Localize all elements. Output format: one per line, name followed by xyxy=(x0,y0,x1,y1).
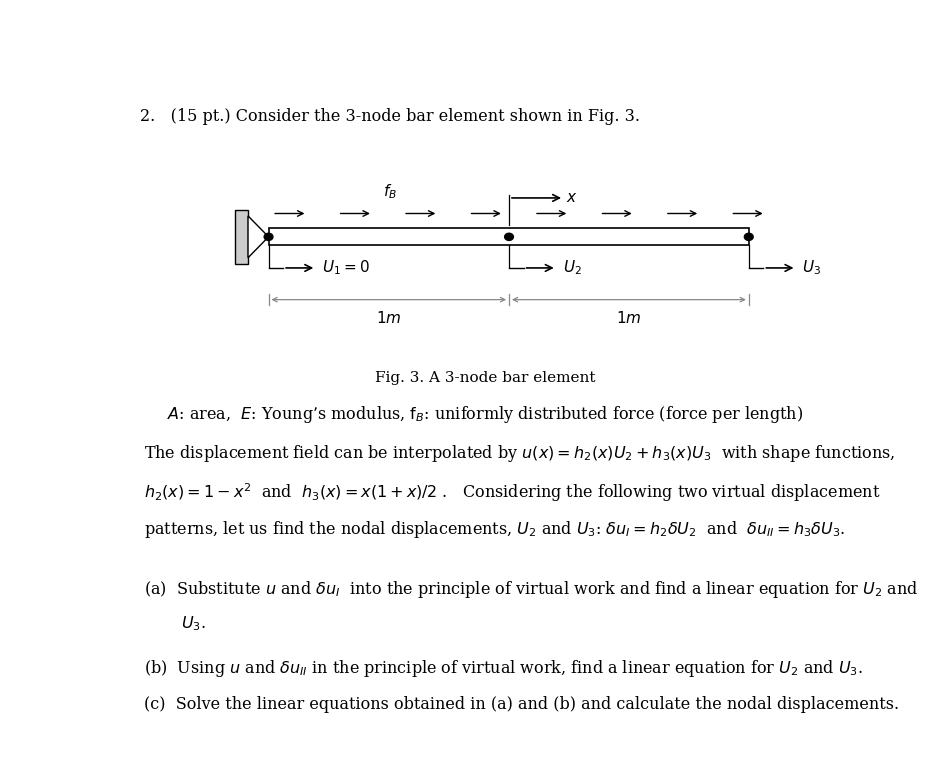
Circle shape xyxy=(745,233,753,240)
Text: $h_2(x) = 1 - x^2$  and  $h_3(x) = x(1+x)/2$ .   Considering the following two v: $h_2(x) = 1 - x^2$ and $h_3(x) = x(1+x)/… xyxy=(144,481,881,503)
Text: $A$: area,  $E$: Young’s modulus, $\mathrm{f}_B$: uniformly distributed force (f: $A$: area, $E$: Young’s modulus, $\mathr… xyxy=(166,404,803,425)
Text: $U_3$: $U_3$ xyxy=(802,259,821,277)
Circle shape xyxy=(504,233,514,240)
Bar xyxy=(269,228,748,246)
Text: $U_2$: $U_2$ xyxy=(563,259,582,277)
Text: (c)  Solve the linear equations obtained in (a) and (b) and calculate the nodal : (c) Solve the linear equations obtained … xyxy=(144,695,899,713)
Text: $U_1 = 0$: $U_1 = 0$ xyxy=(322,259,370,277)
Text: 2.   (15 pt.) Consider the 3-node bar element shown in Fig. 3.: 2. (15 pt.) Consider the 3-node bar elem… xyxy=(140,108,640,125)
Bar xyxy=(235,210,248,263)
Circle shape xyxy=(264,233,273,240)
Polygon shape xyxy=(248,216,269,258)
Text: $U_3$.: $U_3$. xyxy=(181,615,205,633)
Text: $x$: $x$ xyxy=(567,191,578,205)
Text: patterns, let us find the nodal displacements, $U_2$ and $U_3$: $\delta u_I = h_: patterns, let us find the nodal displace… xyxy=(144,518,846,539)
Text: Fig. 3. A 3-node bar element: Fig. 3. A 3-node bar element xyxy=(375,371,595,385)
Text: (b)  Using $u$ and $\delta u_{II}$ in the principle of virtual work, find a line: (b) Using $u$ and $\delta u_{II}$ in the… xyxy=(144,658,863,679)
Text: $1m$: $1m$ xyxy=(616,311,641,326)
Text: The displacement field can be interpolated by $u(x) = h_2(x)U_2 + h_3(x)U_3$  wi: The displacement field can be interpolat… xyxy=(144,443,895,464)
Text: $f_B$: $f_B$ xyxy=(382,183,396,201)
Text: (a)  Substitute $u$ and $\delta u_I$  into the principle of virtual work and fin: (a) Substitute $u$ and $\delta u_I$ into… xyxy=(144,579,919,600)
Text: $1m$: $1m$ xyxy=(376,311,401,326)
